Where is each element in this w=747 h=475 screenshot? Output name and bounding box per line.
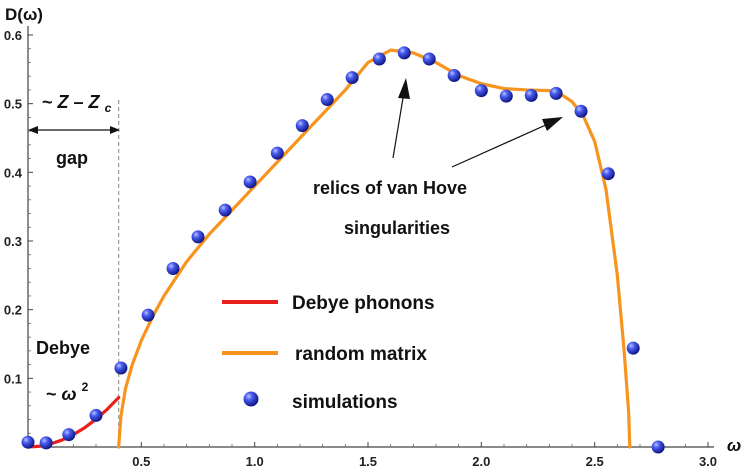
y-tick-label-3: 0.4 <box>4 165 23 180</box>
simulation-point-14 <box>372 52 386 66</box>
x-axis-title: ω <box>727 436 741 455</box>
y-tick-label-1: 0.2 <box>4 303 22 318</box>
legend-label-random-matrix: random matrix <box>295 344 427 365</box>
annot-zc-minus: – <box>74 92 89 112</box>
simulation-point-18 <box>474 84 488 98</box>
simulation-point-12 <box>320 93 334 107</box>
y-tick-label-4: 0.5 <box>4 97 22 112</box>
annotation-z-minus-zc: ~ Z – Z c <box>42 92 112 115</box>
x-tick-label-5: 3.0 <box>699 454 717 469</box>
simulation-point-24 <box>626 341 640 355</box>
simulation-point-4 <box>114 361 128 375</box>
simulation-point-15 <box>397 46 411 60</box>
y-tick-label-0: 0.1 <box>4 371 22 386</box>
y-tick-label-5: 0.6 <box>4 28 22 43</box>
annot-zc-subscript: c <box>105 101 112 115</box>
simulation-point-1 <box>39 436 53 450</box>
legend-label-debye: Debye phonons <box>292 293 435 314</box>
x-tick-label-4: 2.5 <box>586 454 604 469</box>
annot-w2-tilde: ~ <box>46 384 62 404</box>
annotation-relics-line2: singularities <box>344 218 450 238</box>
simulation-point-22 <box>574 104 588 118</box>
simulation-point-16 <box>422 52 436 66</box>
annot-w2-exponent: 2 <box>82 380 89 394</box>
annot-w2-omega: ω <box>62 384 77 404</box>
annotation-debye: Debye <box>36 338 90 358</box>
gap-arrow <box>28 126 120 134</box>
axes <box>27 26 714 448</box>
simulation-point-2 <box>62 428 76 442</box>
annotation-gap: gap <box>56 148 88 168</box>
annot-zc-z2: Z <box>88 92 101 112</box>
simulation-point-6 <box>166 261 180 275</box>
simulation-point-21 <box>549 86 563 100</box>
simulation-point-3 <box>89 408 103 422</box>
legend-marker-simulations <box>243 391 259 407</box>
simulation-point-7 <box>191 230 205 244</box>
annot-zc-tilde: ~ <box>42 92 58 112</box>
simulation-point-19 <box>499 89 513 103</box>
x-tick-label-2: 1.5 <box>359 454 377 469</box>
simulation-point-0 <box>21 435 35 449</box>
annotations: ~ Z – Z c gap Debye ~ ω 2 relics of van … <box>28 78 563 404</box>
simulation-point-17 <box>447 69 461 83</box>
y-tick-label-2: 0.3 <box>4 234 22 249</box>
y-axis-title: D(ω) <box>5 5 43 24</box>
x-tick-label-0: 0.5 <box>132 454 150 469</box>
simulation-point-20 <box>524 88 538 102</box>
series-line-random-matrix <box>117 48 632 449</box>
van-hove-arrows <box>392 78 563 168</box>
simulation-point-9 <box>243 175 257 189</box>
simulation-point-23 <box>601 167 615 181</box>
simulation-point-10 <box>270 146 284 160</box>
simulation-point-8 <box>218 203 232 217</box>
simulation-point-25 <box>651 440 665 454</box>
x-tick-label-1: 1.0 <box>246 454 264 469</box>
annotation-omega-squared: ~ ω 2 <box>46 380 89 404</box>
legend: Debye phonons random matrix simulations <box>222 293 435 413</box>
simulation-point-13 <box>345 71 359 85</box>
annotation-relics-line1: relics of van Hove <box>313 178 467 198</box>
simulation-point-11 <box>295 119 309 133</box>
simulation-point-5 <box>141 308 155 322</box>
legend-label-simulations: simulations <box>292 392 398 413</box>
annot-zc-z: Z <box>57 92 70 112</box>
x-tick-label-3: 2.0 <box>472 454 490 469</box>
